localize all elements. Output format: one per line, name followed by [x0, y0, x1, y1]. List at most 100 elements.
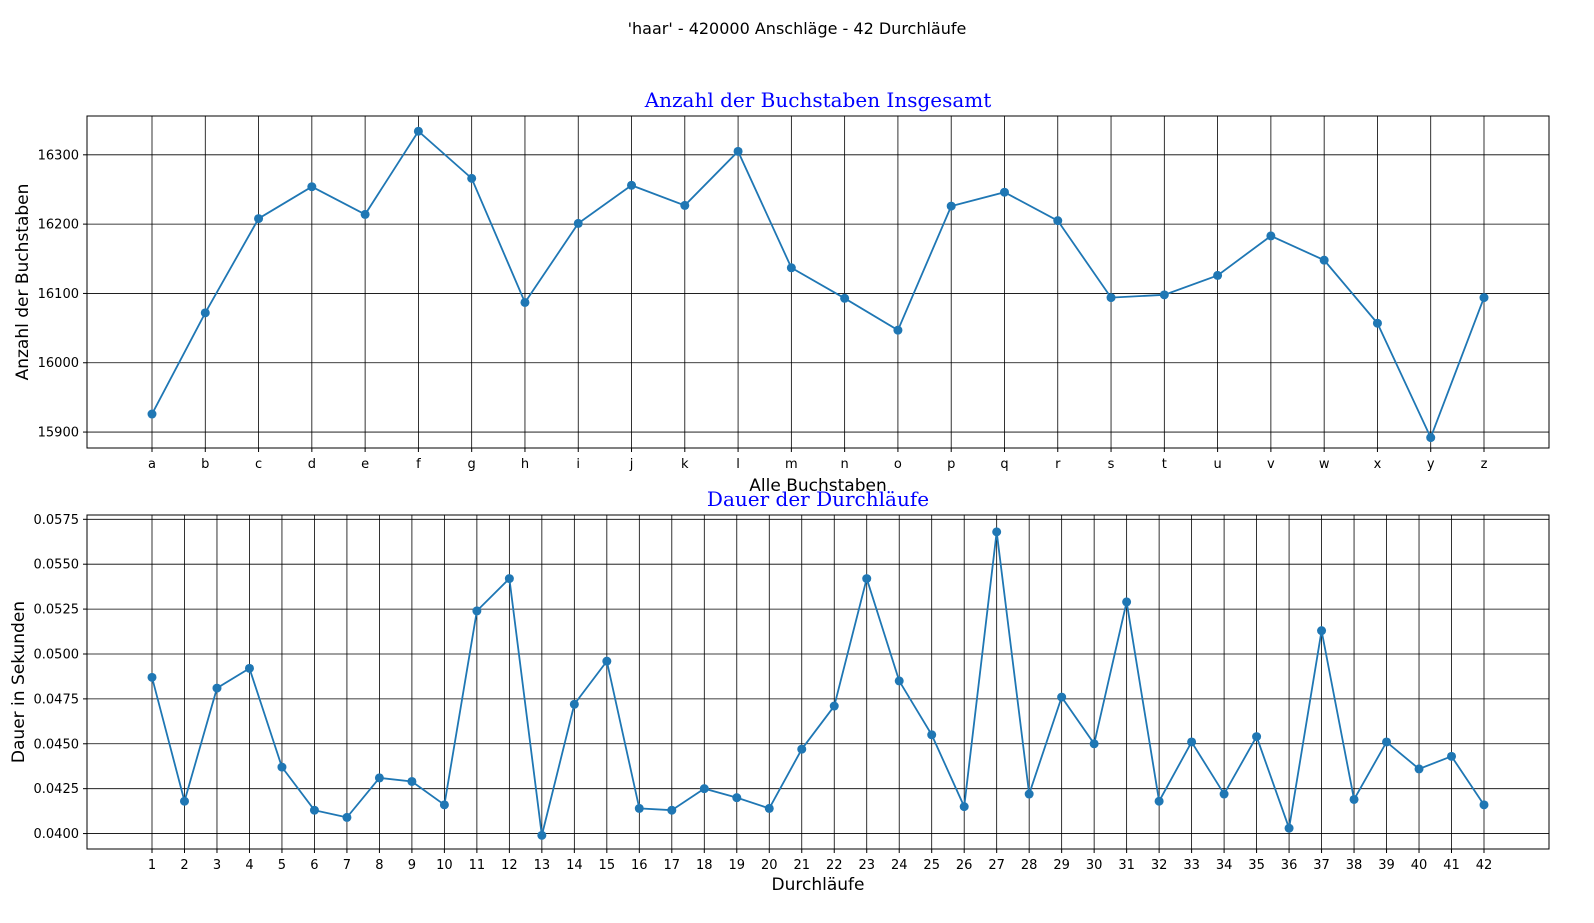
x-tick-label: w — [1319, 457, 1330, 472]
data-point — [520, 297, 530, 307]
data-point — [374, 773, 384, 783]
y-tick-label: 16300 — [38, 148, 79, 163]
x-tick-label: 24 — [891, 858, 908, 873]
data-point — [1319, 255, 1329, 265]
data-point — [1479, 800, 1489, 810]
x-tick-label: 14 — [566, 858, 583, 873]
data-point — [212, 683, 222, 693]
data-point — [893, 325, 903, 335]
y-tick-label: 0.0450 — [34, 737, 80, 752]
x-tick-label: t — [1162, 457, 1167, 472]
data-point — [254, 214, 264, 224]
x-tick-label: 34 — [1216, 858, 1233, 873]
data-point — [1447, 751, 1457, 761]
y-tick-label: 0.0400 — [34, 827, 80, 842]
y-axis-label: Dauer in Sekunden — [9, 601, 29, 763]
x-tick-label: 40 — [1411, 858, 1428, 873]
data-point — [1252, 732, 1262, 742]
x-tick-label: 7 — [343, 858, 351, 873]
y-tick-label: 0.0500 — [34, 647, 80, 662]
y-tick-label: 0.0425 — [34, 782, 80, 797]
x-tick-label: 39 — [1378, 858, 1395, 873]
x-tick-label: 25 — [923, 858, 940, 873]
y-tick-label: 16000 — [38, 356, 79, 371]
data-point — [733, 146, 743, 156]
x-tick-label: x — [1374, 457, 1382, 472]
x-tick-label: 18 — [696, 858, 713, 873]
x-tick-label: 15 — [599, 858, 616, 873]
series-line — [151, 531, 1485, 836]
x-tick-label: m — [785, 457, 798, 472]
x-tick-label: 19 — [729, 858, 746, 873]
x-tick-label: k — [681, 457, 689, 472]
x-tick-label: a — [148, 457, 156, 472]
data-point — [999, 187, 1009, 197]
data-point — [1122, 597, 1132, 607]
data-point — [927, 730, 937, 740]
x-tick-label: b — [201, 457, 209, 472]
x-tick-label: 22 — [826, 858, 843, 873]
y-tick-label: 0.0525 — [34, 603, 80, 618]
x-tick-label: 26 — [956, 858, 973, 873]
x-tick-label: l — [736, 457, 740, 472]
data-point — [602, 656, 612, 666]
data-point — [407, 776, 417, 786]
x-tick-label: 23 — [858, 858, 875, 873]
x-tick-label: 13 — [534, 858, 551, 873]
x-tick-label: 10 — [436, 858, 453, 873]
data-point — [786, 263, 796, 273]
y-axis-label: Anzahl der Buchstaben — [13, 184, 33, 381]
data-point — [627, 180, 637, 190]
x-tick-label: 3 — [213, 858, 221, 873]
grid-lines — [87, 515, 1549, 849]
data-point — [699, 784, 709, 794]
data-series — [147, 527, 1489, 840]
data-point — [472, 606, 482, 616]
data-point — [1414, 764, 1424, 774]
data-point — [277, 762, 287, 772]
data-point — [537, 830, 547, 840]
x-tick-label: s — [1108, 457, 1115, 472]
x-tick-label: 32 — [1151, 858, 1168, 873]
y-tick-label: 16200 — [38, 218, 79, 233]
x-tick-label: 4 — [245, 858, 253, 873]
data-point — [840, 293, 850, 303]
data-point — [634, 803, 644, 813]
x-tick-label: 42 — [1476, 858, 1493, 873]
x-tick-label: g — [468, 457, 476, 472]
data-point — [569, 699, 579, 709]
x-tick-label: 29 — [1053, 858, 1070, 873]
y-tick-label: 16100 — [38, 287, 79, 302]
data-point — [1154, 796, 1164, 806]
data-point — [179, 796, 189, 806]
data-point — [147, 409, 157, 419]
data-point — [1479, 293, 1489, 303]
plot-frame — [86, 514, 1550, 850]
x-tick-label: 33 — [1183, 858, 1200, 873]
data-point — [1057, 692, 1067, 702]
data-point — [1213, 270, 1223, 280]
x-tick-label: 36 — [1281, 858, 1298, 873]
data-point — [413, 126, 423, 136]
x-tick-label: 8 — [375, 858, 383, 873]
data-point — [862, 574, 872, 584]
tick-labels: 1 2 3 4 5 6 7 8 9 10 11 12 13 14 15 16 17 18 19 20 21 22 23 24 2… — [34, 513, 1493, 873]
x-tick-label: 31 — [1118, 858, 1135, 873]
data-point — [504, 574, 514, 584]
x-tick-label: 21 — [793, 858, 810, 873]
data-point — [439, 800, 449, 810]
x-tick-label: 38 — [1346, 858, 1363, 873]
plot-frame — [86, 115, 1550, 449]
chart-title: Anzahl der Buchstaben Insgesamt — [644, 88, 992, 112]
x-tick-label: i — [576, 457, 580, 472]
x-tick-label: 11 — [469, 858, 486, 873]
data-point — [1266, 231, 1276, 241]
data-point — [467, 173, 477, 183]
x-tick-label: 5 — [278, 858, 286, 873]
data-point — [946, 201, 956, 211]
data-point — [1219, 789, 1229, 799]
x-tick-label: 30 — [1086, 858, 1103, 873]
x-tick-label: 41 — [1443, 858, 1460, 873]
data-point — [829, 701, 839, 711]
